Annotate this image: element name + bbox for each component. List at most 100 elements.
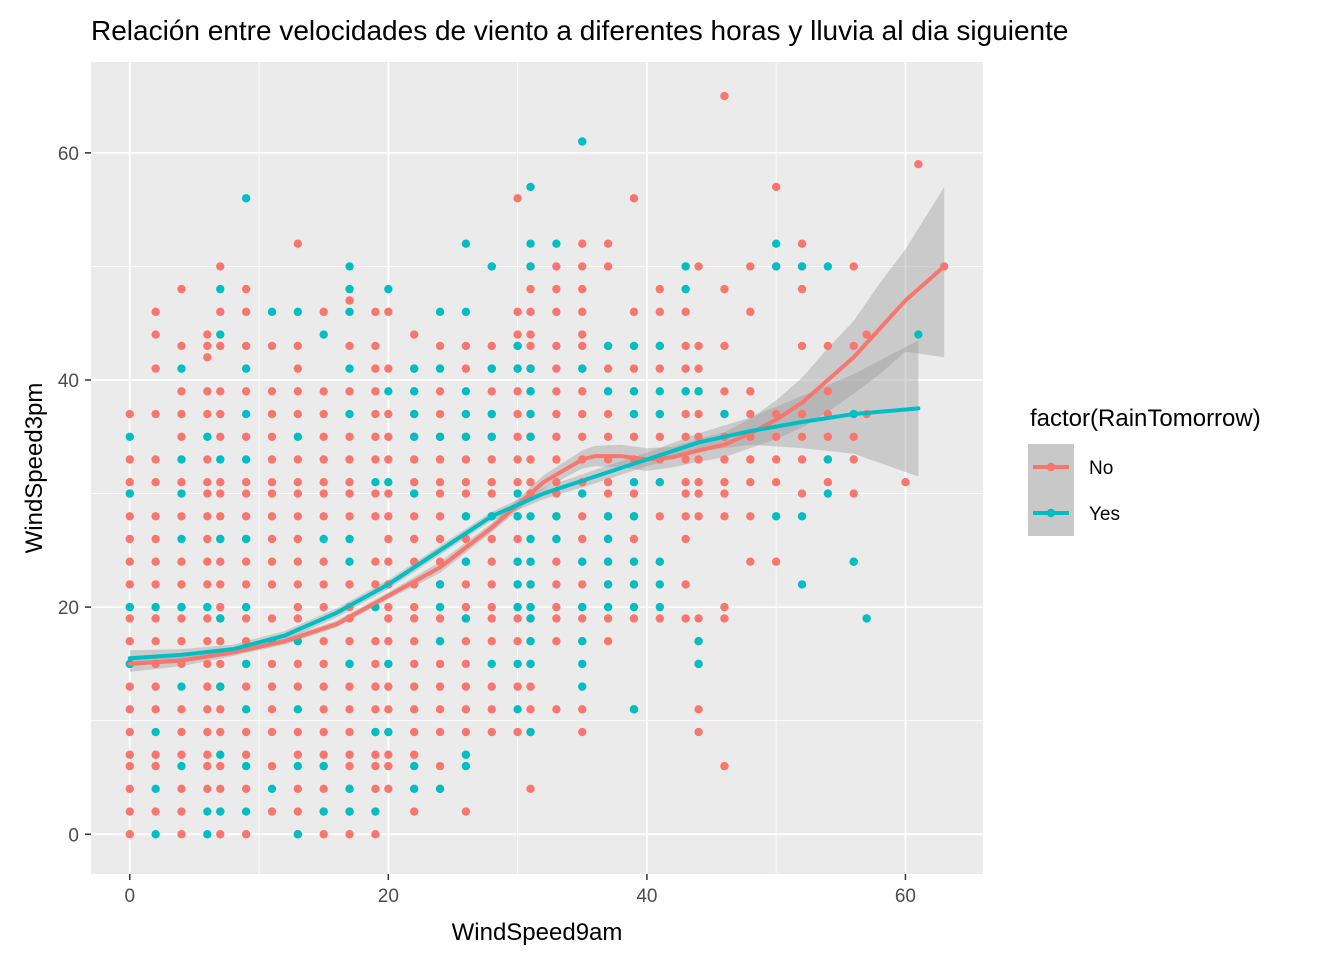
point-no	[526, 307, 535, 317]
point-no	[177, 432, 186, 441]
point-no	[797, 455, 807, 464]
point-yes	[629, 387, 639, 396]
point-no	[552, 636, 561, 646]
point-no	[746, 455, 755, 464]
point-no	[293, 602, 303, 612]
point-yes	[862, 614, 871, 623]
point-yes	[371, 477, 380, 487]
point-yes	[345, 784, 354, 794]
point-no	[319, 557, 328, 566]
point-no	[203, 727, 212, 737]
point-yes	[203, 807, 212, 816]
point-no	[694, 364, 703, 373]
point-yes	[241, 455, 251, 464]
point-no	[461, 727, 471, 737]
point-no	[177, 284, 186, 294]
point-no	[345, 512, 354, 521]
point-yes	[409, 409, 419, 419]
point-yes	[513, 659, 522, 669]
point-no	[345, 682, 354, 691]
point-yes	[552, 512, 561, 521]
point-no	[552, 705, 561, 714]
point-no	[384, 534, 393, 544]
point-yes	[578, 364, 587, 373]
point-yes	[603, 341, 613, 351]
point-no	[216, 387, 225, 396]
point-no	[435, 614, 445, 623]
point-no	[797, 239, 807, 248]
point-no	[384, 364, 393, 373]
point-no	[435, 727, 445, 737]
point-no	[681, 432, 690, 441]
point-yes	[461, 239, 471, 248]
point-yes	[578, 682, 587, 691]
point-no	[177, 341, 186, 351]
point-no	[409, 807, 419, 816]
point-no	[487, 477, 496, 487]
point-no	[409, 636, 419, 646]
point-no	[384, 512, 393, 521]
point-no	[487, 557, 496, 566]
point-no	[177, 512, 186, 521]
point-no	[125, 614, 134, 623]
point-no	[681, 455, 690, 464]
point-no	[461, 807, 471, 816]
point-yes	[125, 489, 134, 498]
point-no	[319, 307, 328, 317]
point-no	[578, 727, 587, 737]
point-yes	[177, 761, 186, 771]
y-tick-label: 60	[58, 144, 79, 165]
point-no	[526, 477, 535, 487]
point-no	[487, 387, 496, 396]
point-yes	[267, 784, 277, 794]
point-no	[849, 489, 858, 498]
point-no	[203, 761, 212, 771]
y-tick-label: 20	[58, 598, 79, 619]
point-yes	[681, 262, 690, 271]
point-no	[435, 682, 445, 691]
point-yes	[435, 364, 445, 373]
point-no	[241, 341, 251, 351]
point-no	[435, 659, 445, 669]
point-no	[746, 262, 755, 271]
point-yes	[241, 409, 251, 419]
point-no	[319, 387, 328, 396]
point-no	[823, 432, 833, 441]
point-yes	[513, 512, 522, 521]
point-no	[849, 455, 858, 464]
point-no	[694, 477, 703, 487]
point-no	[526, 330, 535, 339]
point-no	[177, 614, 186, 623]
point-no	[319, 750, 328, 759]
point-no	[203, 705, 212, 714]
point-yes	[578, 636, 587, 646]
point-yes	[177, 534, 186, 544]
point-no	[345, 830, 354, 839]
point-no	[746, 387, 755, 396]
point-yes	[125, 602, 134, 612]
point-no	[849, 432, 858, 441]
point-no	[435, 705, 445, 714]
point-no	[384, 307, 393, 317]
point-no	[151, 705, 160, 714]
point-no	[681, 580, 690, 589]
point-no	[293, 807, 303, 816]
point-yes	[526, 727, 535, 737]
point-yes	[655, 409, 665, 419]
point-no	[319, 432, 328, 441]
point-no	[914, 160, 923, 169]
point-yes	[345, 659, 354, 669]
point-no	[746, 477, 755, 487]
point-no	[216, 761, 225, 771]
y-tick-label: 0	[68, 825, 79, 846]
point-yes	[267, 307, 277, 317]
smooth-line-no	[127, 264, 947, 666]
point-no	[345, 761, 354, 771]
point-no	[125, 512, 134, 521]
point-no	[823, 341, 833, 351]
point-no	[513, 682, 522, 691]
point-no	[241, 557, 251, 566]
point-no	[293, 341, 303, 351]
point-no	[151, 330, 160, 339]
point-yes	[345, 534, 354, 544]
